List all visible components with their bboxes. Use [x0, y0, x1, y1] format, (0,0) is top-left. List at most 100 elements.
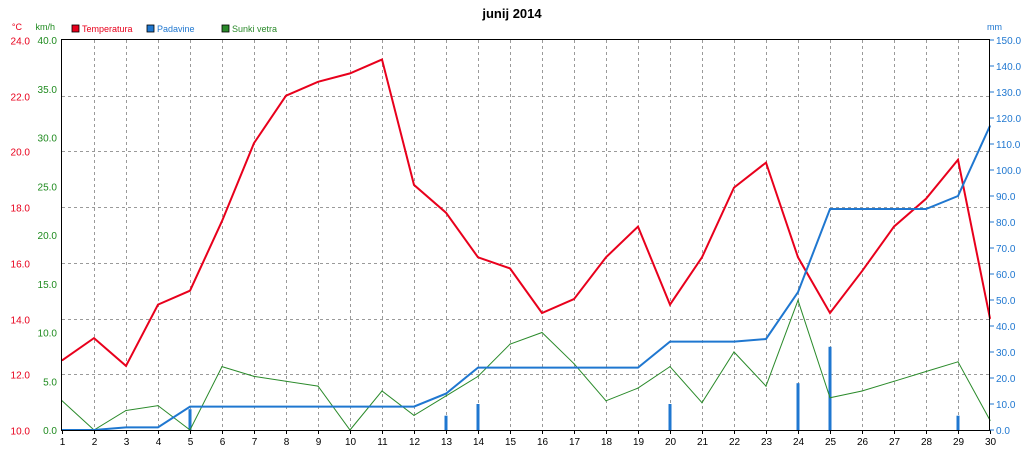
x-tick-label: 22 — [729, 437, 741, 448]
data-point-temperatura — [605, 256, 607, 258]
rain-unit-label: mm — [987, 22, 1002, 32]
data-point-temperatura — [701, 256, 703, 258]
x-tick-label: 20 — [665, 437, 677, 448]
temp-axis-tick-label: 22.0 — [11, 93, 31, 104]
temp-axis-tick-label: 24.0 — [11, 37, 31, 48]
x-tick-label: 30 — [985, 437, 997, 448]
temp-unit-label: °C — [12, 22, 23, 32]
data-point-padavine — [509, 367, 511, 369]
data-point-padavine — [957, 195, 959, 197]
rain-axis-tick-label: 50.0 — [996, 296, 1016, 307]
temp-axis-tick-label: 20.0 — [11, 148, 31, 159]
data-point-sunki-vetra — [413, 414, 415, 416]
temp-axis-tick-label: 14.0 — [11, 316, 31, 327]
x-tick-label: 11 — [377, 437, 388, 448]
data-point-sunki-vetra — [957, 361, 959, 363]
data-point-padavine — [413, 406, 415, 408]
data-point-sunki-vetra — [221, 366, 223, 368]
x-tick-label: 17 — [569, 437, 581, 448]
data-point-temperatura — [829, 312, 831, 314]
x-tick-label: 8 — [284, 437, 290, 448]
precipitation-bar — [188, 409, 192, 430]
data-point-temperatura — [93, 337, 95, 339]
data-point-temperatura — [573, 298, 575, 300]
rain-axis-tick-label: 40.0 — [996, 322, 1016, 333]
precipitation-bar — [476, 404, 480, 430]
temp-axis-tick-label: 18.0 — [11, 204, 31, 215]
temp-axis-tick-label: 10.0 — [11, 427, 31, 438]
data-point-sunki-vetra — [861, 390, 863, 392]
data-point-sunki-vetra — [733, 351, 735, 353]
rain-axis-tick-label: 100.0 — [996, 166, 1021, 177]
grid — [62, 40, 990, 430]
precipitation-bar — [828, 346, 832, 430]
x-tick-label: 15 — [505, 437, 517, 448]
data-point-temperatura — [157, 304, 159, 306]
data-point-temperatura — [541, 312, 543, 314]
precipitation-bar — [668, 404, 672, 430]
data-point-padavine — [125, 426, 127, 428]
data-point-temperatura — [189, 290, 191, 292]
data-point-sunki-vetra — [925, 370, 927, 373]
data-point-temperatura — [925, 198, 927, 200]
data-point-padavine — [189, 406, 191, 408]
data-point-temperatura — [125, 365, 127, 367]
series-lines — [61, 58, 991, 431]
data-point-padavine — [477, 367, 479, 369]
wind-axis-tick-label: 15.0 — [38, 280, 58, 291]
x-tick-label: 7 — [252, 437, 258, 448]
data-point-temperatura — [413, 184, 415, 186]
data-point-sunki-vetra — [509, 343, 511, 345]
wind-axis-tick-label: 20.0 — [38, 231, 58, 242]
data-point-padavine — [925, 208, 927, 210]
precipitation-bar — [796, 383, 800, 430]
data-point-sunki-vetra — [573, 363, 575, 365]
rain-axis-tick-label: 80.0 — [996, 218, 1016, 229]
wind-axis-tick-label: 10.0 — [38, 329, 58, 340]
x-tick-label: 1 — [60, 437, 66, 448]
rain-axis-tick-label: 130.0 — [996, 88, 1021, 99]
data-point-sunki-vetra — [253, 375, 255, 377]
data-point-temperatura — [765, 162, 767, 164]
data-point-sunki-vetra — [477, 375, 479, 377]
data-point-sunki-vetra — [381, 390, 383, 392]
data-point-padavine — [605, 367, 607, 369]
legend: Temperatura Padavine Sunki vetra — [71, 24, 277, 34]
data-point-sunki-vetra — [317, 385, 319, 387]
data-point-temperatura — [381, 58, 383, 61]
data-point-temperatura — [477, 256, 479, 258]
data-point-padavine — [157, 426, 159, 428]
data-point-temperatura — [317, 81, 319, 83]
data-point-sunki-vetra — [701, 402, 703, 404]
data-point-temperatura — [637, 226, 639, 228]
rain-axis-tick-label: 150.0 — [996, 36, 1021, 47]
x-tick-label: 24 — [793, 437, 805, 448]
data-point-padavine — [733, 341, 735, 343]
data-point-temperatura — [509, 267, 511, 269]
data-point-sunki-vetra — [669, 366, 671, 368]
legend-swatch-sunki-vetra — [221, 24, 230, 33]
rain-axis-tick-label: 0.0 — [996, 426, 1010, 437]
x-tick-label: 16 — [537, 437, 549, 448]
x-tick-label: 6 — [220, 437, 226, 448]
legend-swatch-padavine — [146, 24, 155, 33]
x-tick-label: 10 — [345, 437, 357, 448]
x-tick-label: 4 — [156, 437, 162, 448]
x-tick-label: 27 — [889, 437, 901, 448]
rain-axis-tick-label: 90.0 — [996, 192, 1016, 203]
wind-axis-tick-label: 5.0 — [43, 377, 57, 388]
series-line-sunki-vetra — [61, 298, 991, 431]
axes: 1 2 3 4 5 6 7 8 9 10 11 12 13 14 15 16 17 18 19 20 21 22 23 24 2… — [11, 36, 1022, 448]
data-point-padavine — [637, 367, 639, 369]
data-point-temperatura — [797, 256, 799, 258]
rain-axis-tick-label: 10.0 — [996, 400, 1016, 411]
data-point-sunki-vetra — [285, 380, 287, 382]
data-point-temperatura — [893, 226, 895, 228]
x-tick-label: 18 — [601, 437, 613, 448]
data-point-padavine — [445, 393, 447, 395]
data-point-temperatura — [221, 220, 223, 222]
data-point-sunki-vetra — [445, 395, 447, 397]
series-line-temperatura — [61, 58, 991, 368]
data-point-padavine — [221, 406, 223, 408]
wind-unit-label: km/h — [35, 22, 55, 32]
